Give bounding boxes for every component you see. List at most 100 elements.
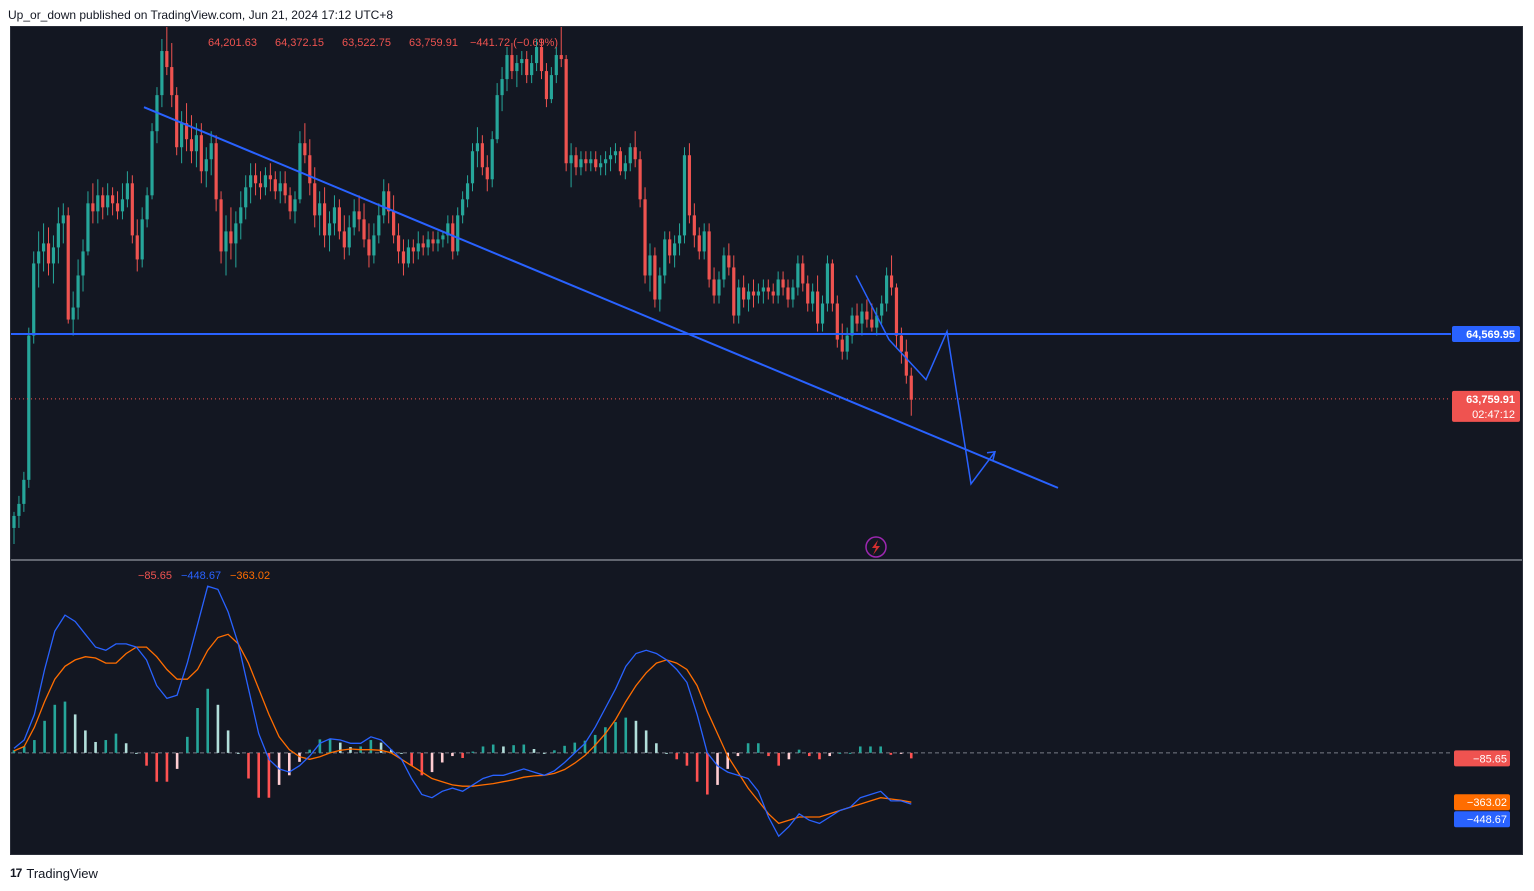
candle-body [756, 291, 761, 296]
candle-body [525, 59, 529, 76]
candle-body [786, 287, 790, 300]
tradingview-logo-icon: 17 [10, 866, 22, 880]
ohlc-open: 64,201.63 [208, 37, 257, 49]
candle-body [12, 515, 16, 528]
macd-histogram-bar [43, 720, 46, 753]
candle-body [776, 279, 780, 296]
macd-histogram-bar [430, 752, 434, 773]
macd-pane [11, 585, 1451, 838]
candle-body [889, 275, 894, 288]
candle-body [530, 63, 534, 76]
lightning-icon[interactable] [865, 536, 887, 558]
candle-body [613, 151, 618, 156]
candle-body [446, 223, 450, 236]
candle-body [668, 239, 672, 256]
candle-body [875, 315, 879, 328]
candle-body [273, 179, 277, 192]
ohlc-low: 63,522.75 [342, 37, 391, 49]
footer-brand[interactable]: 17 TradingView [10, 864, 98, 882]
candle-body [293, 199, 297, 212]
candle-body [411, 247, 415, 252]
candle-body [549, 75, 553, 100]
macd-histogram-bar [716, 752, 719, 785]
macd-histogram-bar [186, 736, 189, 753]
macd-histogram-bar [440, 752, 444, 763]
candle-body [727, 255, 731, 268]
candle-body [189, 139, 194, 152]
macd-histogram-bar [858, 746, 862, 753]
macd-histogram-bar [400, 752, 403, 754]
macd-histogram-bar [369, 740, 373, 753]
candle-body [584, 159, 588, 164]
candle-body [27, 335, 31, 480]
candle-body [214, 143, 218, 200]
candle-body [41, 243, 46, 252]
candle-body [387, 191, 391, 212]
candle-body [71, 307, 75, 320]
candle-body [589, 159, 593, 164]
macd-histogram-bar [175, 752, 179, 769]
candle-body [32, 263, 36, 336]
candle-body [766, 287, 770, 292]
candle-body [377, 215, 381, 236]
candle-body [702, 231, 706, 252]
candle-body [653, 255, 657, 300]
candle-body [244, 187, 248, 208]
candle-body [130, 183, 134, 236]
macd-line-label-bg [1454, 811, 1510, 828]
macd-histogram-bar [838, 752, 842, 754]
candle-body [22, 479, 26, 504]
projection-arrowhead [986, 450, 996, 460]
macd-histogram-bar [461, 752, 464, 758]
candle-body [135, 235, 139, 260]
candle-body [475, 143, 480, 152]
candle-body [431, 239, 435, 244]
candle-body [490, 139, 494, 180]
candle-body [623, 163, 627, 172]
candle-body [396, 235, 401, 252]
macd-histogram-bar [746, 743, 750, 753]
candle-body [17, 503, 21, 516]
candle-body [604, 159, 608, 164]
chart-background [11, 27, 1522, 854]
macd-histogram-bar [583, 740, 587, 753]
candle-body [392, 211, 396, 236]
candle-body [845, 335, 849, 352]
macd-histogram-bar [267, 752, 271, 798]
macd-histogram-bar [502, 746, 505, 753]
candle-body [544, 71, 549, 100]
macd-legend-macd: −448.67 [181, 570, 221, 582]
candle-body [692, 215, 696, 236]
macd-histogram-bar [206, 688, 210, 753]
macd-histogram-bar [889, 752, 893, 755]
macd-histogram-bar [553, 750, 556, 753]
macd-histogram-bar [797, 749, 801, 753]
candle-body [633, 147, 637, 160]
candle-body [648, 255, 652, 276]
macd-histogram-bar [12, 750, 16, 753]
candle-body [574, 155, 578, 168]
candle-body [253, 175, 258, 184]
candle-body [510, 55, 514, 72]
macd-histogram-bar [542, 752, 546, 754]
candle-body [564, 59, 568, 164]
candle-body [470, 151, 475, 184]
candle-body [66, 215, 70, 320]
macd-histogram-bar [706, 752, 709, 795]
candle-body [515, 63, 519, 72]
candle-body [318, 203, 322, 216]
candle-body [855, 315, 859, 324]
chart-frame[interactable]: 64,201.63 64,372.15 63,522.75 63,759.91 … [10, 22, 1523, 855]
candle-body [234, 223, 238, 244]
macd-histogram-bar [94, 741, 97, 753]
candle-body [579, 159, 583, 168]
drawings-group[interactable] [11, 106, 1451, 489]
macd-histogram-bar [471, 751, 475, 753]
macd-histogram-bar [84, 730, 87, 753]
chart-canvas[interactable]: 64,201.63 64,372.15 63,522.75 63,759.91 … [11, 22, 1522, 854]
candle-body [870, 319, 874, 328]
candle-body [101, 195, 105, 208]
candle-body [865, 311, 869, 320]
candle-body [337, 207, 341, 232]
macd-histogram-bar [777, 752, 781, 766]
